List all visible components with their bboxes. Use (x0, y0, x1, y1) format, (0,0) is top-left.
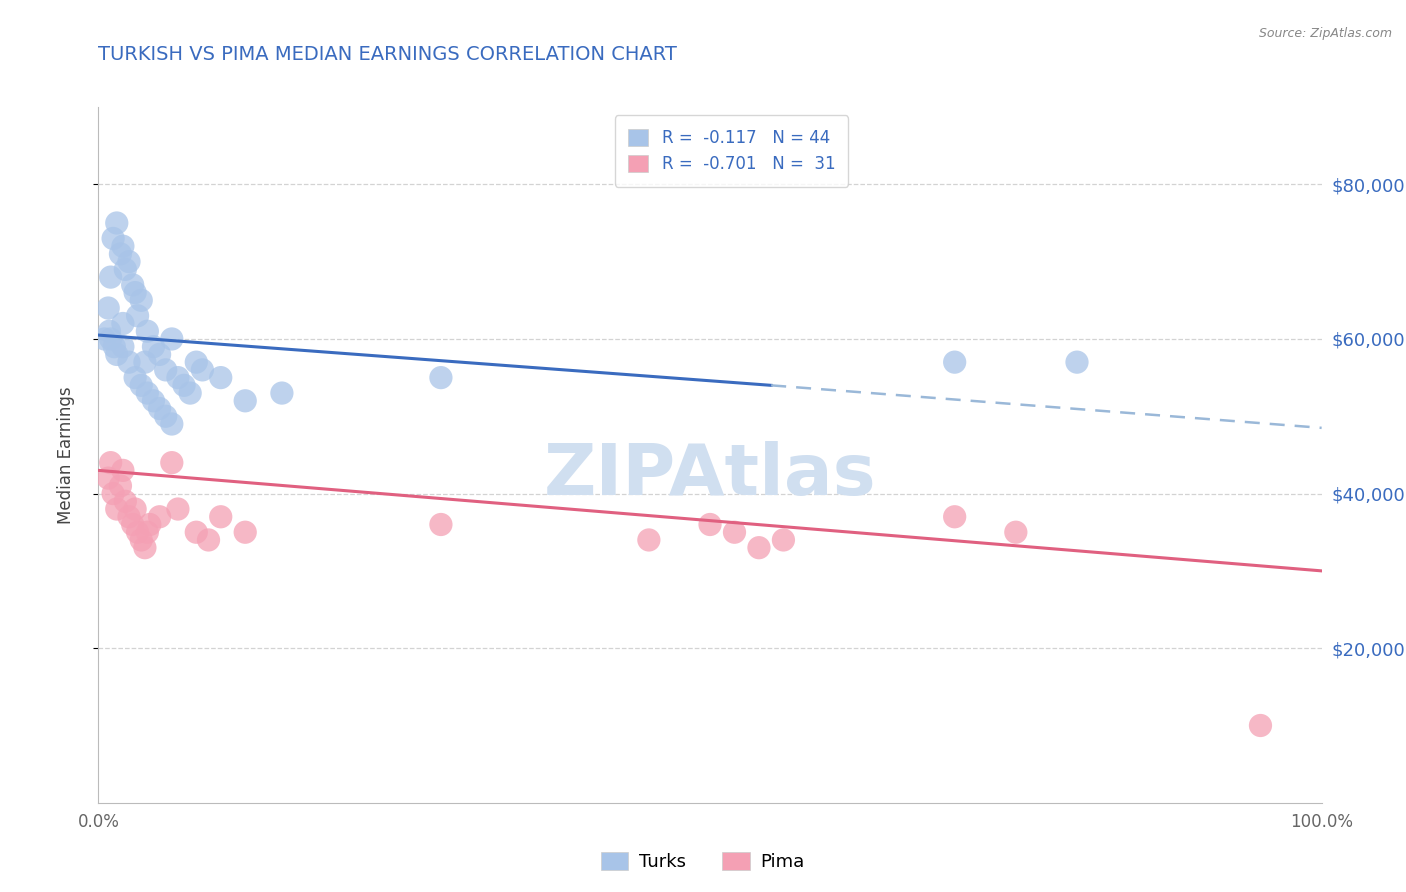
Point (772, 533, 794, 547)
Point (124, 285, 146, 300)
Point (179, 386, 201, 401)
Point (118, 509, 141, 524)
Point (149, 401, 172, 416)
Point (129, 533, 152, 547)
Point (98, 324, 121, 338)
Point (167, 370, 190, 384)
Point (167, 502, 190, 516)
Point (139, 517, 162, 532)
Point (233, 525, 256, 540)
Point (142, 340, 165, 354)
Y-axis label: Median Earnings: Median Earnings (56, 386, 75, 524)
Point (111, 340, 134, 354)
Text: Source: ZipAtlas.com: Source: ZipAtlas.com (1258, 27, 1392, 40)
Point (209, 370, 232, 384)
Point (121, 517, 143, 532)
Point (430, 517, 453, 532)
Point (142, 393, 165, 408)
Point (110, 479, 132, 493)
Point (1004, 525, 1026, 540)
Point (97, 471, 120, 485)
Point (155, 363, 177, 377)
Point (124, 370, 146, 384)
Point (100, 456, 122, 470)
Point (149, 347, 172, 361)
Point (97, 301, 120, 315)
Point (160, 456, 183, 470)
Point (136, 386, 159, 401)
Point (723, 525, 745, 540)
Point (129, 293, 152, 308)
Point (101, 486, 124, 500)
Point (943, 355, 966, 369)
Point (118, 355, 141, 369)
Point (233, 393, 256, 408)
Point (943, 509, 966, 524)
Point (699, 517, 721, 532)
Point (270, 386, 294, 401)
Point (186, 525, 208, 540)
Point (110, 247, 132, 261)
Point (197, 533, 219, 547)
Point (114, 262, 136, 277)
Point (173, 378, 195, 392)
Point (127, 309, 149, 323)
Point (155, 409, 177, 424)
Point (160, 417, 183, 431)
Point (121, 277, 143, 292)
Point (136, 324, 159, 338)
Point (103, 340, 125, 354)
Text: ZIPAtlas: ZIPAtlas (544, 442, 876, 510)
Point (191, 363, 214, 377)
Text: TURKISH VS PIMA MEDIAN EARNINGS CORRELATION CHART: TURKISH VS PIMA MEDIAN EARNINGS CORRELAT… (98, 45, 678, 63)
Point (118, 254, 141, 268)
Legend: Turks, Pima: Turks, Pima (595, 845, 811, 879)
Point (124, 502, 146, 516)
Point (105, 216, 128, 230)
Point (136, 525, 159, 540)
Point (100, 332, 122, 346)
Point (186, 355, 208, 369)
Point (134, 541, 156, 555)
Point (1066, 355, 1088, 369)
Point (105, 502, 128, 516)
Point (111, 463, 134, 477)
Point (134, 355, 156, 369)
Point (111, 317, 134, 331)
Point (209, 509, 232, 524)
Legend: R =  -0.117   N = 44, R =  -0.701   N =  31: R = -0.117 N = 44, R = -0.701 N = 31 (614, 115, 848, 186)
Point (100, 270, 122, 285)
Point (638, 533, 661, 547)
Point (105, 347, 128, 361)
Point (160, 332, 183, 346)
Point (93, 332, 115, 346)
Point (127, 525, 149, 540)
Point (430, 370, 453, 384)
Point (129, 378, 152, 392)
Point (149, 509, 172, 524)
Point (111, 239, 134, 253)
Point (748, 541, 770, 555)
Point (1249, 718, 1271, 732)
Point (101, 231, 124, 245)
Point (114, 494, 136, 508)
